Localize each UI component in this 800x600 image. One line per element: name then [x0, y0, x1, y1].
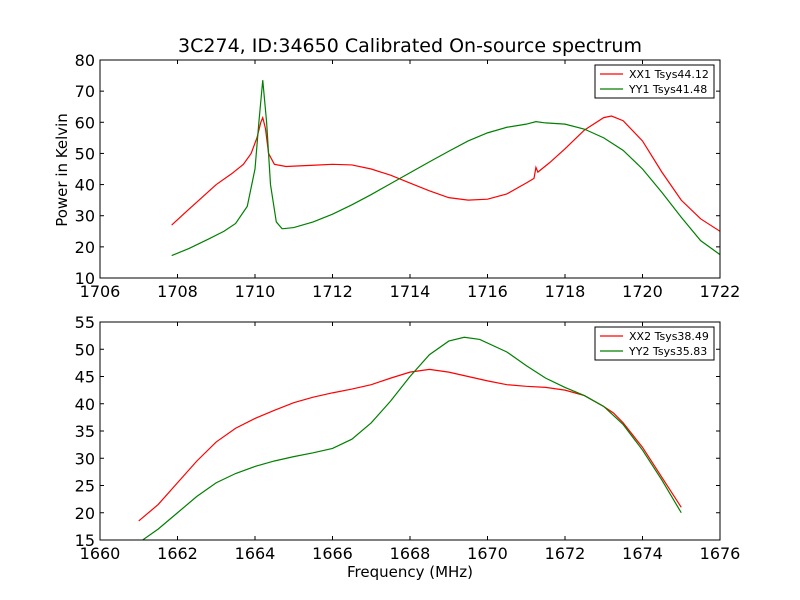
y-axis-label: Power in Kelvin [53, 113, 71, 227]
chart-title: 3C274, ID:34650 Calibrated On-source spe… [178, 35, 642, 57]
y-tick-label: 45 [75, 368, 95, 387]
legend: XX1 Tsys44.12 YY1 Tsys41.48 [594, 64, 715, 99]
x-tick-label: 1712 [312, 282, 353, 301]
x-tick-label: 1660 [80, 544, 121, 563]
y-tick-label: 50 [75, 144, 95, 163]
x-tick-label: 1672 [545, 544, 586, 563]
y-tick-label: 40 [75, 176, 95, 195]
x-axis-label: Frequency (MHz) [347, 563, 473, 581]
x-tick-label: 1708 [157, 282, 198, 301]
y-tick-label: 15 [75, 531, 95, 550]
x-tick-label: 1674 [622, 544, 663, 563]
y-tick-label: 50 [75, 340, 95, 359]
y-tick-label: 30 [75, 207, 95, 226]
y-tick-label: 25 [75, 477, 95, 496]
x-tick-label: 1676 [700, 544, 741, 563]
y-tick-label: 55 [75, 313, 95, 332]
series-line-yy2 [141, 336, 682, 540]
legend-box [594, 326, 715, 361]
legend-entry: YY1 Tsys41.48 [628, 83, 707, 96]
panel-bottom: 1660 1662 1664 1666 1668 1670 1672 1674 1676 15 20… [75, 313, 741, 563]
y-tick-label: 20 [75, 504, 95, 523]
legend-box [594, 64, 715, 99]
x-tick-label: 1706 [80, 282, 121, 301]
x-tick-label: 1716 [467, 282, 508, 301]
legend-entry: XX1 Tsys44.12 [629, 68, 709, 81]
x-tick-label: 1714 [390, 282, 431, 301]
y-tick-label: 60 [75, 113, 95, 132]
y-tick-label: 30 [75, 449, 95, 468]
series-line-xx2 [138, 368, 682, 522]
legend-entry: YY2 Tsys35.83 [628, 345, 707, 358]
x-tick-label: 1710 [235, 282, 276, 301]
y-tick-label: 40 [75, 395, 95, 414]
x-tick-label: 1722 [700, 282, 741, 301]
y-tick-label: 20 [75, 238, 95, 257]
x-tick-label: 1718 [545, 282, 586, 301]
panel-top: 1706 1708 1710 1712 1714 1716 1718 1720 1722 10 20… [75, 51, 741, 301]
legend: XX2 Tsys38.49 YY2 Tsys35.83 [594, 326, 715, 361]
y-tick-label: 80 [75, 51, 95, 70]
y-tick-label: 35 [75, 422, 95, 441]
x-tick-label: 1668 [390, 544, 431, 563]
x-tick-label: 1670 [467, 544, 508, 563]
x-tick-label: 1666 [312, 544, 353, 563]
legend-entry: XX2 Tsys38.49 [629, 330, 709, 343]
series-line-yy1 [171, 80, 720, 257]
y-tick-label: 70 [75, 82, 95, 101]
x-tick-label: 1662 [157, 544, 198, 563]
x-tick-label: 1664 [235, 544, 276, 563]
y-tick-label: 10 [75, 269, 95, 288]
x-tick-label: 1720 [622, 282, 663, 301]
series-line-xx1 [171, 115, 720, 232]
